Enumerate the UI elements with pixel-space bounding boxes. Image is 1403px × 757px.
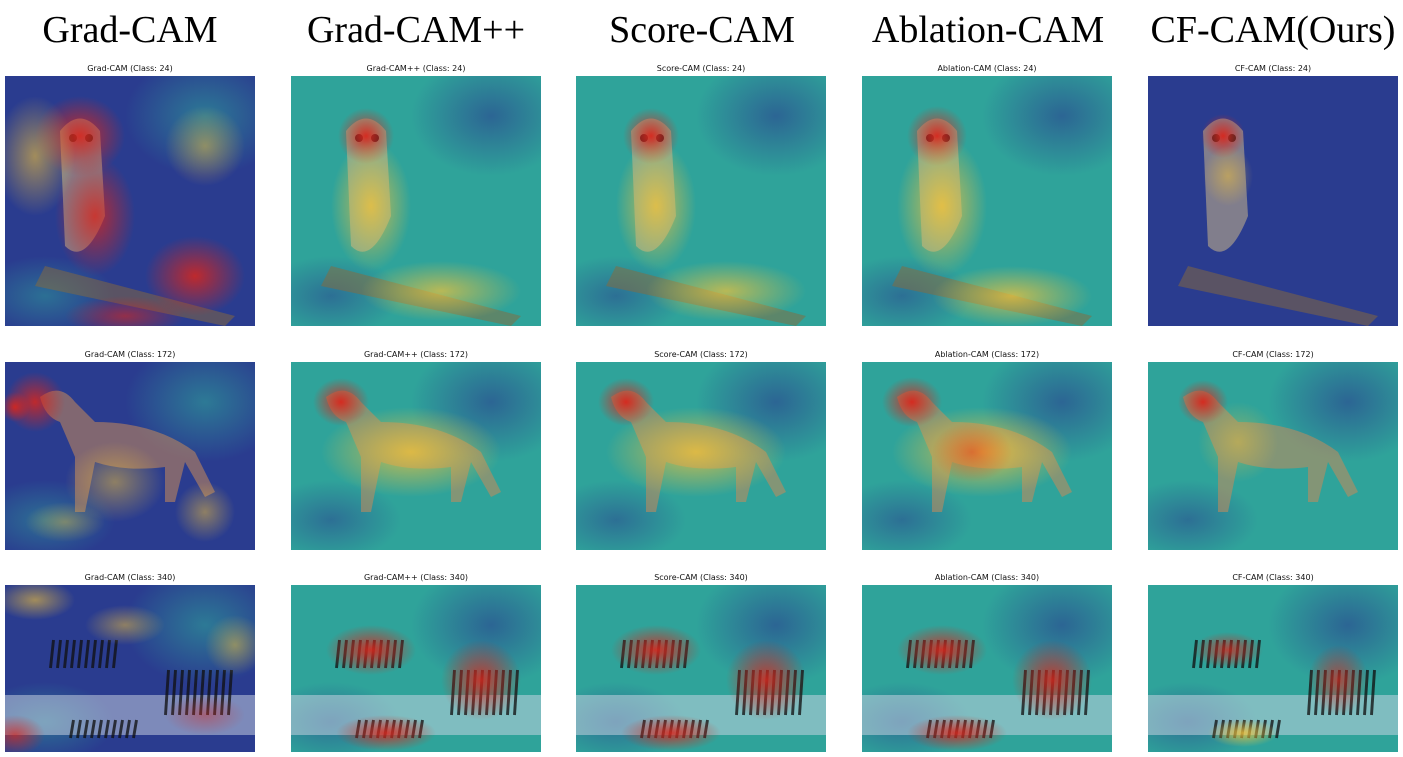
- heatmap-graphic: [576, 362, 826, 550]
- heatmap-grad-cam-zebras: [5, 585, 255, 752]
- heatmap-grad-cam-pp-dog: [291, 362, 541, 550]
- caption-score-cam-dog: Score-CAM (Class: 172): [654, 350, 748, 359]
- column-title-cf-cam: CF-CAM(Ours): [1150, 9, 1396, 51]
- heatmap-graphic: [291, 585, 541, 752]
- caption-ablation-cam-owl: Ablation-CAM (Class: 24): [937, 64, 1037, 73]
- caption-grad-cam-owl: Grad-CAM (Class: 24): [87, 64, 173, 73]
- column-title-grad-cam-plus-plus: Grad-CAM++: [306, 9, 526, 51]
- heatmap-graphic: [576, 585, 826, 752]
- heatmap-graphic: [1148, 76, 1398, 326]
- column-title-grad-cam: Grad-CAM: [42, 9, 218, 51]
- heatmap-cf-cam-owl: [1148, 76, 1398, 326]
- heatmap-graphic: [291, 76, 541, 326]
- heatmap-ablation-cam-zebras: [862, 585, 1112, 752]
- caption-grad-cam-pp-dog: Grad-CAM++ (Class: 172): [363, 350, 469, 359]
- heatmap-graphic: [862, 362, 1112, 550]
- column-title-ablation-cam: Ablation-CAM: [871, 9, 1105, 51]
- heatmap-grad-cam-pp-owl: [291, 76, 541, 326]
- heatmap-graphic: [5, 76, 255, 326]
- heatmap-score-cam-dog: [576, 362, 826, 550]
- caption-ablation-cam-dog: Ablation-CAM (Class: 172): [934, 350, 1040, 359]
- heatmap-graphic: [291, 362, 541, 550]
- caption-grad-cam-dog: Grad-CAM (Class: 172): [84, 350, 176, 359]
- heatmap-cf-cam-dog: [1148, 362, 1398, 550]
- caption-grad-cam-zebras: Grad-CAM (Class: 340): [84, 573, 176, 582]
- caption-score-cam-zebras: Score-CAM (Class: 340): [654, 573, 748, 582]
- heatmap-ablation-cam-owl: [862, 76, 1112, 326]
- caption-grad-cam-pp-owl: Grad-CAM++ (Class: 24): [366, 64, 466, 73]
- heatmap-cf-cam-zebras: [1148, 585, 1398, 752]
- heatmap-score-cam-zebras: [576, 585, 826, 752]
- heatmap-graphic: [1148, 362, 1398, 550]
- heatmap-score-cam-owl: [576, 76, 826, 326]
- heatmap-graphic: [862, 585, 1112, 752]
- caption-cf-cam-owl: CF-CAM (Class: 24): [1234, 64, 1312, 73]
- heatmap-grad-cam-dog: [5, 362, 255, 550]
- heatmap-graphic: [5, 585, 255, 752]
- caption-grad-cam-pp-zebras: Grad-CAM++ (Class: 340): [363, 573, 469, 582]
- caption-ablation-cam-zebras: Ablation-CAM (Class: 340): [934, 573, 1040, 582]
- caption-score-cam-owl: Score-CAM (Class: 24): [656, 64, 746, 73]
- heatmap-grad-cam-pp-zebras: [291, 585, 541, 752]
- heatmap-graphic: [1148, 585, 1398, 752]
- heatmap-grad-cam-owl: [5, 76, 255, 326]
- caption-cf-cam-zebras: CF-CAM (Class: 340): [1232, 573, 1314, 582]
- heatmap-ablation-cam-dog: [862, 362, 1112, 550]
- heatmap-graphic: [5, 362, 255, 550]
- heatmap-graphic: [576, 76, 826, 326]
- column-title-score-cam: Score-CAM: [609, 9, 795, 51]
- caption-cf-cam-dog: CF-CAM (Class: 172): [1232, 350, 1314, 359]
- heatmap-graphic: [862, 76, 1112, 326]
